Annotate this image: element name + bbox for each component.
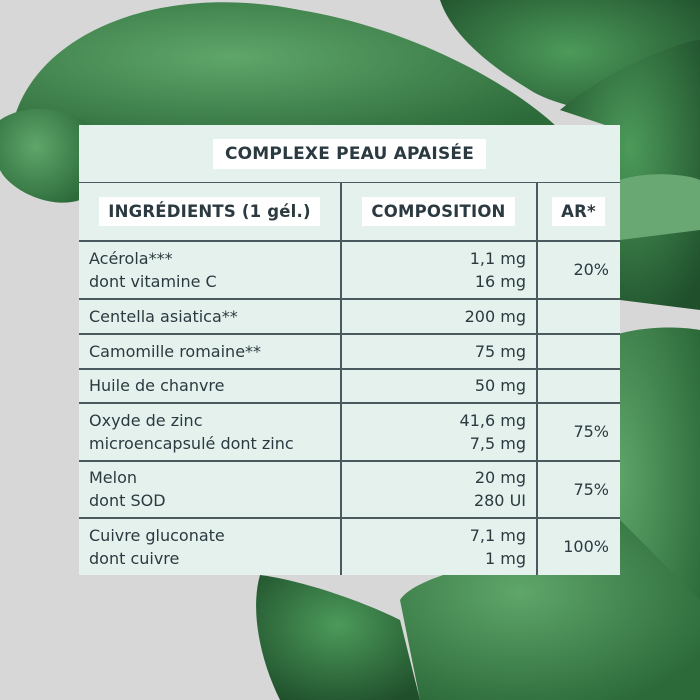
- ar-value: 75%: [573, 479, 609, 499]
- row-divider: [79, 402, 620, 404]
- ingredient-name: Huile de chanvre: [89, 376, 225, 395]
- ingredient-name: Centella asiatica**: [89, 306, 238, 326]
- column-divider: [536, 182, 538, 575]
- row-divider: [79, 333, 620, 335]
- ingredient-name: dont vitamine C: [89, 271, 217, 291]
- header-ingredients: INGRÉDIENTS (1 gél.): [79, 182, 340, 240]
- composition-value: 16 mg: [474, 271, 526, 291]
- ingredient-name: Acérola***: [89, 248, 173, 268]
- ar-value: 75%: [573, 422, 609, 441]
- row-divider: [79, 240, 620, 242]
- ingredient-name: Oxyde de zinc: [89, 410, 203, 430]
- table-row: Huile de chanvre 50 mg: [79, 369, 620, 402]
- ar-value: 100%: [563, 537, 609, 556]
- ingredient-name: dont SOD: [89, 491, 166, 510]
- header-composition: COMPOSITION: [341, 182, 536, 240]
- composition-value: 7,5 mg: [469, 433, 526, 453]
- row-divider: [79, 298, 620, 300]
- ingredient-name: Camomille romaine**: [89, 341, 262, 361]
- table-row: Cuivre gluconate dont cuivre 7,1 mg 1 mg 1…: [79, 518, 620, 575]
- composition-value: 20 mg: [474, 468, 526, 487]
- table-title-row: COMPLEXE PEAU APAISÉE: [79, 125, 620, 183]
- composition-value: 1 mg: [484, 548, 526, 568]
- table-row: Camomille romaine** 75 mg: [79, 334, 620, 368]
- row-divider: [79, 368, 620, 370]
- composition-value: 75 mg: [474, 341, 526, 361]
- composition-value: 7,1 mg: [469, 525, 526, 545]
- ingredient-name: microencapsulé dont zinc: [89, 433, 294, 453]
- composition-value: 280 UI: [473, 491, 526, 510]
- composition-value: 41,6 mg: [459, 410, 526, 430]
- table-row: Acérola*** dont vitamine C 1,1 mg 16 mg 20…: [79, 241, 620, 298]
- table-row: Centella asiatica** 200 mg: [79, 299, 620, 333]
- row-divider: [79, 517, 620, 519]
- ingredient-name: Melon: [89, 468, 138, 487]
- ingredient-name: dont cuivre: [89, 548, 180, 568]
- header-ar: AR*: [537, 182, 620, 240]
- table-title: COMPLEXE PEAU APAISÉE: [212, 138, 487, 169]
- ingredient-name: Cuivre gluconate: [89, 525, 225, 545]
- ar-value: 20%: [573, 260, 609, 279]
- composition-value: 200 mg: [464, 306, 526, 326]
- row-divider: [79, 460, 620, 462]
- composition-value: 1,1 mg: [469, 248, 526, 268]
- ingredients-table: COMPLEXE PEAU APAISÉE INGRÉDIENTS (1 gél…: [79, 125, 620, 575]
- column-divider: [340, 182, 342, 575]
- table-row: Oxyde de zinc microencapsulé dont zinc 41…: [79, 403, 620, 460]
- table-row: Melon dont SOD 20 mg 280 UI 75%: [79, 461, 620, 517]
- composition-value: 50 mg: [474, 376, 526, 395]
